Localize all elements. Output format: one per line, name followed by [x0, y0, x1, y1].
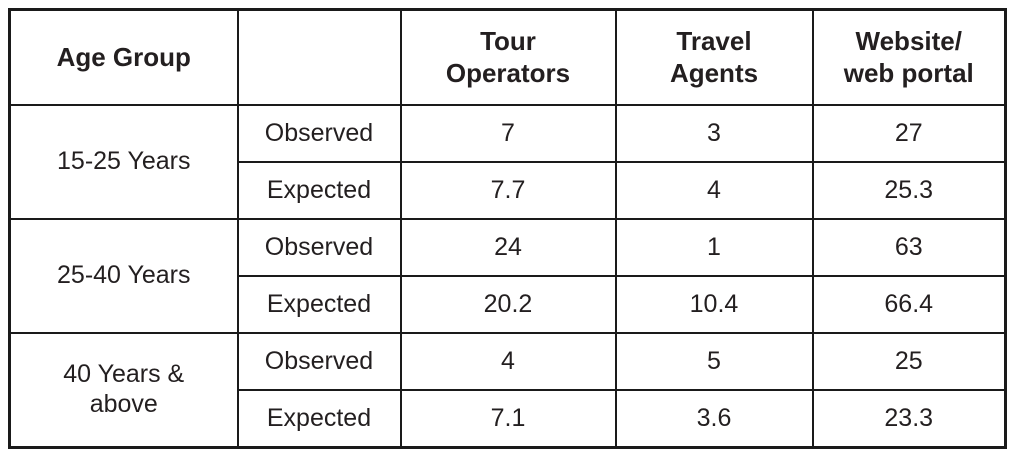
value-cell: 7.1: [399, 389, 617, 448]
value-cell: 23.3: [811, 389, 1007, 448]
value-cell: 10.4: [614, 275, 814, 334]
col-header-blank: [236, 8, 402, 106]
value-cell: 3: [614, 104, 814, 163]
value-cell: 20.2: [399, 275, 617, 334]
value-cell: 4: [399, 332, 617, 391]
observed-expected-table: Age Group Tour Operators Travel Agents W…: [8, 8, 1007, 449]
age-group-cell-40-above: 40 Years & above: [8, 332, 239, 448]
value-cell: 63: [811, 218, 1007, 277]
row-type-cell: Observed: [236, 104, 402, 163]
table-row: Expected 7.7 4 25.3: [10, 161, 1007, 220]
age-group-cell-15-25: 15-25 Years: [8, 104, 239, 220]
table-row: Expected 20.2 10.4 66.4: [10, 275, 1007, 334]
row-type-cell: Observed: [236, 332, 402, 391]
value-cell: 66.4: [811, 275, 1007, 334]
col-header-tour-operators: Tour Operators: [399, 8, 617, 106]
table-row: Expected 7.1 3.6 23.3: [10, 389, 1007, 448]
value-cell: 25: [811, 332, 1007, 391]
value-cell: 7: [399, 104, 617, 163]
value-cell: 25.3: [811, 161, 1007, 220]
value-cell: 27: [811, 104, 1007, 163]
header-row: Age Group Tour Operators Travel Agents W…: [8, 8, 1007, 106]
age-group-cell-25-40: 25-40 Years: [8, 218, 239, 334]
table-row: 25-40 Years Observed 24 1 63: [8, 218, 1007, 334]
table-row: 40 Years & above Observed 4 5 25: [8, 332, 1007, 448]
col-header-age-group: Age Group: [8, 8, 239, 106]
value-cell: 24: [399, 218, 617, 277]
col-header-website-web-portal: Website/ web portal: [811, 8, 1007, 106]
value-cell: 4: [614, 161, 814, 220]
row-type-cell: Expected: [236, 161, 402, 220]
value-cell: 7.7: [399, 161, 617, 220]
row-type-cell: Observed: [236, 218, 402, 277]
col-header-travel-agents: Travel Agents: [614, 8, 814, 106]
row-type-cell: Expected: [236, 389, 402, 448]
value-cell: 3.6: [614, 389, 814, 448]
value-cell: 1: [614, 218, 814, 277]
value-cell: 5: [614, 332, 814, 391]
table-row: 15-25 Years Observed 7 3 27: [8, 104, 1007, 220]
row-type-cell: Expected: [236, 275, 402, 334]
